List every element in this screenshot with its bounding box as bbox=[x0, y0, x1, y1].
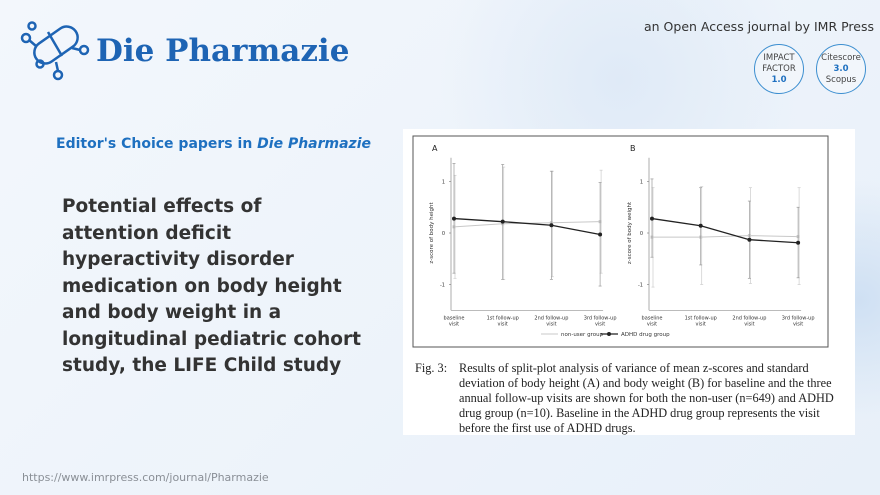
badge-label: Citescore bbox=[821, 52, 861, 63]
journal-name: Die Pharmazie bbox=[96, 33, 350, 69]
y-tick-label: -1 bbox=[440, 283, 445, 289]
data-point bbox=[747, 237, 752, 242]
badge-label: IMPACT bbox=[763, 52, 795, 63]
y-tick-label: 1 bbox=[640, 180, 643, 186]
badge-label: Scopus bbox=[825, 74, 857, 85]
figure-frame bbox=[412, 135, 829, 348]
x-tick-label: visit bbox=[595, 321, 605, 327]
x-tick-label: 2nd follow-up bbox=[732, 315, 766, 321]
x-tick-label: visit bbox=[744, 321, 754, 327]
section-heading: Editor's Choice papers in Die Pharmazie bbox=[56, 136, 371, 152]
panel-label: A bbox=[432, 144, 438, 153]
pill-molecule-icon bbox=[20, 21, 90, 81]
panel-label: B bbox=[630, 144, 636, 153]
y-tick-label: 1 bbox=[442, 180, 445, 186]
x-tick-label: 2nd follow-up bbox=[534, 315, 568, 321]
paper-title: Potential effects of attention deficit h… bbox=[62, 196, 361, 376]
badge-value: 3.0 bbox=[833, 63, 849, 74]
data-point bbox=[650, 216, 654, 221]
y-axis-label: z-score of body height bbox=[429, 201, 435, 263]
journal-logo: Die Pharmazie bbox=[18, 20, 349, 82]
caption-text: Results of split-plot analysis of varian… bbox=[459, 361, 834, 435]
legend-adhd-marker bbox=[607, 332, 611, 336]
x-tick-label: visit bbox=[449, 321, 459, 327]
data-point bbox=[698, 223, 703, 228]
badge-label: FACTOR bbox=[762, 63, 796, 74]
x-tick-label: visit bbox=[793, 321, 803, 327]
series-line bbox=[652, 235, 799, 238]
y-tick-label: 0 bbox=[640, 231, 643, 237]
data-point bbox=[549, 223, 554, 228]
footer-url[interactable]: https://www.imrpress.com/journal/Pharmaz… bbox=[22, 471, 269, 484]
data-point bbox=[598, 232, 603, 237]
x-tick-label: baseline bbox=[444, 315, 465, 321]
data-point bbox=[500, 219, 505, 224]
series-line bbox=[453, 217, 601, 236]
x-tick-label: 1st follow-up bbox=[685, 315, 717, 321]
x-tick-label: visit bbox=[546, 321, 556, 327]
data-point bbox=[452, 216, 456, 221]
impact-factor-badge: IMPACT FACTOR 1.0 bbox=[754, 44, 804, 94]
series-line bbox=[651, 217, 799, 244]
publisher-line: an Open Access journal by IMR Press bbox=[644, 19, 875, 34]
caption-label: Fig. 3: bbox=[415, 361, 448, 375]
x-tick-label: visit bbox=[647, 321, 657, 327]
y-axis-label: z-score of body weight bbox=[627, 201, 633, 264]
legend-nonuser-label: non-user group bbox=[561, 332, 604, 338]
x-tick-label: 3rd follow-up bbox=[584, 315, 617, 321]
x-tick-label: visit bbox=[498, 321, 508, 327]
y-tick-label: 0 bbox=[442, 231, 445, 237]
figure: A -1 0 1 z-score of body height baseline visit… bbox=[403, 129, 855, 435]
y-tick-label: -1 bbox=[638, 283, 643, 289]
x-tick-label: baseline bbox=[642, 315, 663, 321]
badge-value: 1.0 bbox=[771, 74, 787, 85]
citescore-badge: Citescore 3.0 Scopus bbox=[816, 44, 866, 94]
x-tick-label: visit bbox=[696, 321, 706, 327]
data-point bbox=[796, 240, 801, 245]
x-tick-label: 3rd follow-up bbox=[782, 315, 815, 321]
series-line bbox=[453, 221, 601, 228]
x-tick-label: 1st follow-up bbox=[487, 315, 519, 321]
legend-adhd-label: ADHD drug group bbox=[621, 332, 670, 338]
section-prefix: Editor's Choice papers in bbox=[56, 136, 258, 152]
section-journal: Die Pharmazie bbox=[257, 136, 372, 152]
figure-caption: Fig. 3: Results of split-plot analysis o… bbox=[415, 361, 845, 436]
